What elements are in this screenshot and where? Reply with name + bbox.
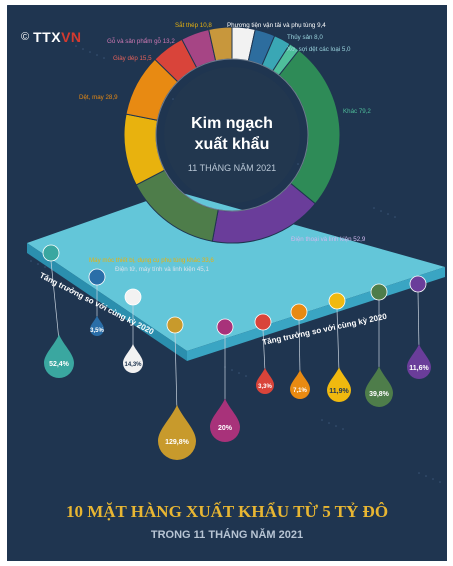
- brand-name-a: TTX: [33, 29, 62, 45]
- product-icon: [328, 292, 346, 310]
- decor-dot: [432, 478, 434, 480]
- growth-drop: [123, 344, 143, 373]
- slice-label: Khác 79,2: [343, 108, 371, 115]
- product-icon: [166, 316, 184, 334]
- drop-string: [174, 332, 178, 413]
- center-title-line1: Kim ngạch: [191, 115, 273, 132]
- center-title-line2: xuất khẩu: [195, 135, 270, 153]
- decor-dot: [75, 45, 77, 47]
- decor-dot: [103, 57, 105, 59]
- decor-dot: [418, 472, 420, 474]
- decor-dot: [37, 263, 39, 265]
- brand-logo: © TTXVN: [21, 29, 82, 45]
- slice-label: Xơ, sợi dệt các loại 5,0: [287, 46, 351, 53]
- growth-value-label: 3,3%: [258, 384, 272, 390]
- decor-dot: [335, 425, 337, 427]
- growth-drop: [210, 398, 240, 442]
- growth-value-label: 39,8%: [369, 391, 390, 398]
- growth-value-label: 20%: [218, 425, 233, 432]
- footer-subtitle: TRONG 11 THÁNG NĂM 2021: [150, 529, 304, 541]
- donut-center: [164, 67, 300, 203]
- growth-value-label: 14,3%: [124, 362, 142, 368]
- brand-name-b: VN: [61, 29, 82, 45]
- decor-dot: [425, 475, 427, 477]
- growth-value-label: 3,5%: [90, 328, 104, 334]
- slice-label: Sắt thép 10,8: [175, 22, 212, 29]
- drop-string: [298, 319, 301, 375]
- slice-label: Phương tiện vận tải và phụ tùng 9,4: [227, 22, 326, 29]
- product-icon: [409, 275, 427, 293]
- donut-slice: [208, 26, 233, 62]
- slice-label: Gỗ và sản phẩm gỗ 13,2: [107, 38, 175, 45]
- export-chart: 52,4% 3,5% 14,3% 129,8% 20% 3,3% 7,1% 11,9% 39,8…: [7, 5, 445, 483]
- slice-label: Dệt, may 28,9: [79, 94, 118, 101]
- product-icon: [124, 288, 142, 306]
- slice-label: Thủy sản 8,0: [287, 34, 323, 41]
- decor-dot: [321, 419, 323, 421]
- decor-dot: [373, 207, 375, 209]
- decor-dot: [82, 48, 84, 50]
- decor-dot: [89, 51, 91, 53]
- growth-drop: [290, 370, 310, 399]
- drop-string: [262, 329, 266, 372]
- decor-dot: [238, 372, 240, 374]
- slice-labels: Sắt thép 10,8 Phương tiện vận tải và phụ …: [79, 22, 371, 273]
- decor-dot: [297, 163, 299, 165]
- growth-value-label: 7,1%: [293, 388, 307, 394]
- growth-drop: [90, 315, 104, 336]
- product-icon: [216, 318, 234, 336]
- footer-title: 10 MẶT HÀNG XUẤT KHẨU TỪ 5 TỶ ĐÔ: [65, 502, 389, 521]
- donut-inner-ring: [155, 58, 309, 212]
- growth-value-label: 129,8%: [165, 439, 190, 446]
- slice-label: Điện thoại và linh kiện 52,9: [291, 236, 366, 243]
- decor-dot: [7, 5, 8, 6]
- center-subtitle: 11 THÁNG NĂM 2021: [188, 163, 276, 173]
- decor-dot: [30, 260, 32, 262]
- slice-label: Điện tử, máy tính và linh kiện 45,1: [115, 266, 209, 273]
- growth-value-label: 52,4%: [49, 361, 70, 368]
- product-icon: [290, 303, 308, 321]
- drop-string: [50, 260, 60, 341]
- growth-drop: [256, 367, 274, 394]
- decor-dot: [245, 375, 247, 377]
- drop-string: [336, 308, 340, 373]
- slice-label: Máy móc thiết bị, dụng cụ phụ tùng khác …: [89, 257, 214, 264]
- growth-drop: [44, 334, 74, 378]
- growth-drop: [407, 344, 431, 379]
- decor-dot: [394, 216, 396, 218]
- product-icon: [254, 313, 272, 331]
- brand-name: TTXVN: [33, 29, 81, 45]
- growth-drop: [365, 366, 393, 407]
- decor-dot: [342, 428, 344, 430]
- decor-dot: [172, 98, 174, 100]
- infographic-card: 52,4% 3,5% 14,3% 129,8% 20% 3,3% 7,1% 11,9% 39,8…: [7, 5, 447, 561]
- decor-dot: [387, 213, 389, 215]
- decor-dot: [231, 369, 233, 371]
- platform-top: [27, 191, 445, 351]
- growth-drops: 52,4% 3,5% 14,3% 129,8% 20% 3,3% 7,1% 11,9% 39,8…: [42, 244, 431, 460]
- product-icon: [88, 268, 106, 286]
- growth-value-label: 11,6%: [409, 365, 429, 372]
- donut-chart: [123, 26, 341, 244]
- decor-dot: [439, 481, 441, 483]
- product-icon: [42, 244, 60, 262]
- copyright-icon: ©: [21, 31, 30, 43]
- decor-dot: [380, 210, 382, 212]
- slice-label: Giày dép 15,5: [113, 55, 152, 62]
- growth-value-label: 11,9%: [329, 388, 349, 395]
- platform-edge-left: [27, 243, 187, 361]
- decor-dot: [44, 266, 46, 268]
- decor-dot: [328, 422, 330, 424]
- growth-drop: [327, 367, 351, 402]
- growth-drop: [158, 404, 196, 460]
- decor-dot: [96, 54, 98, 56]
- drop-string: [417, 291, 420, 350]
- product-icon: [370, 283, 388, 301]
